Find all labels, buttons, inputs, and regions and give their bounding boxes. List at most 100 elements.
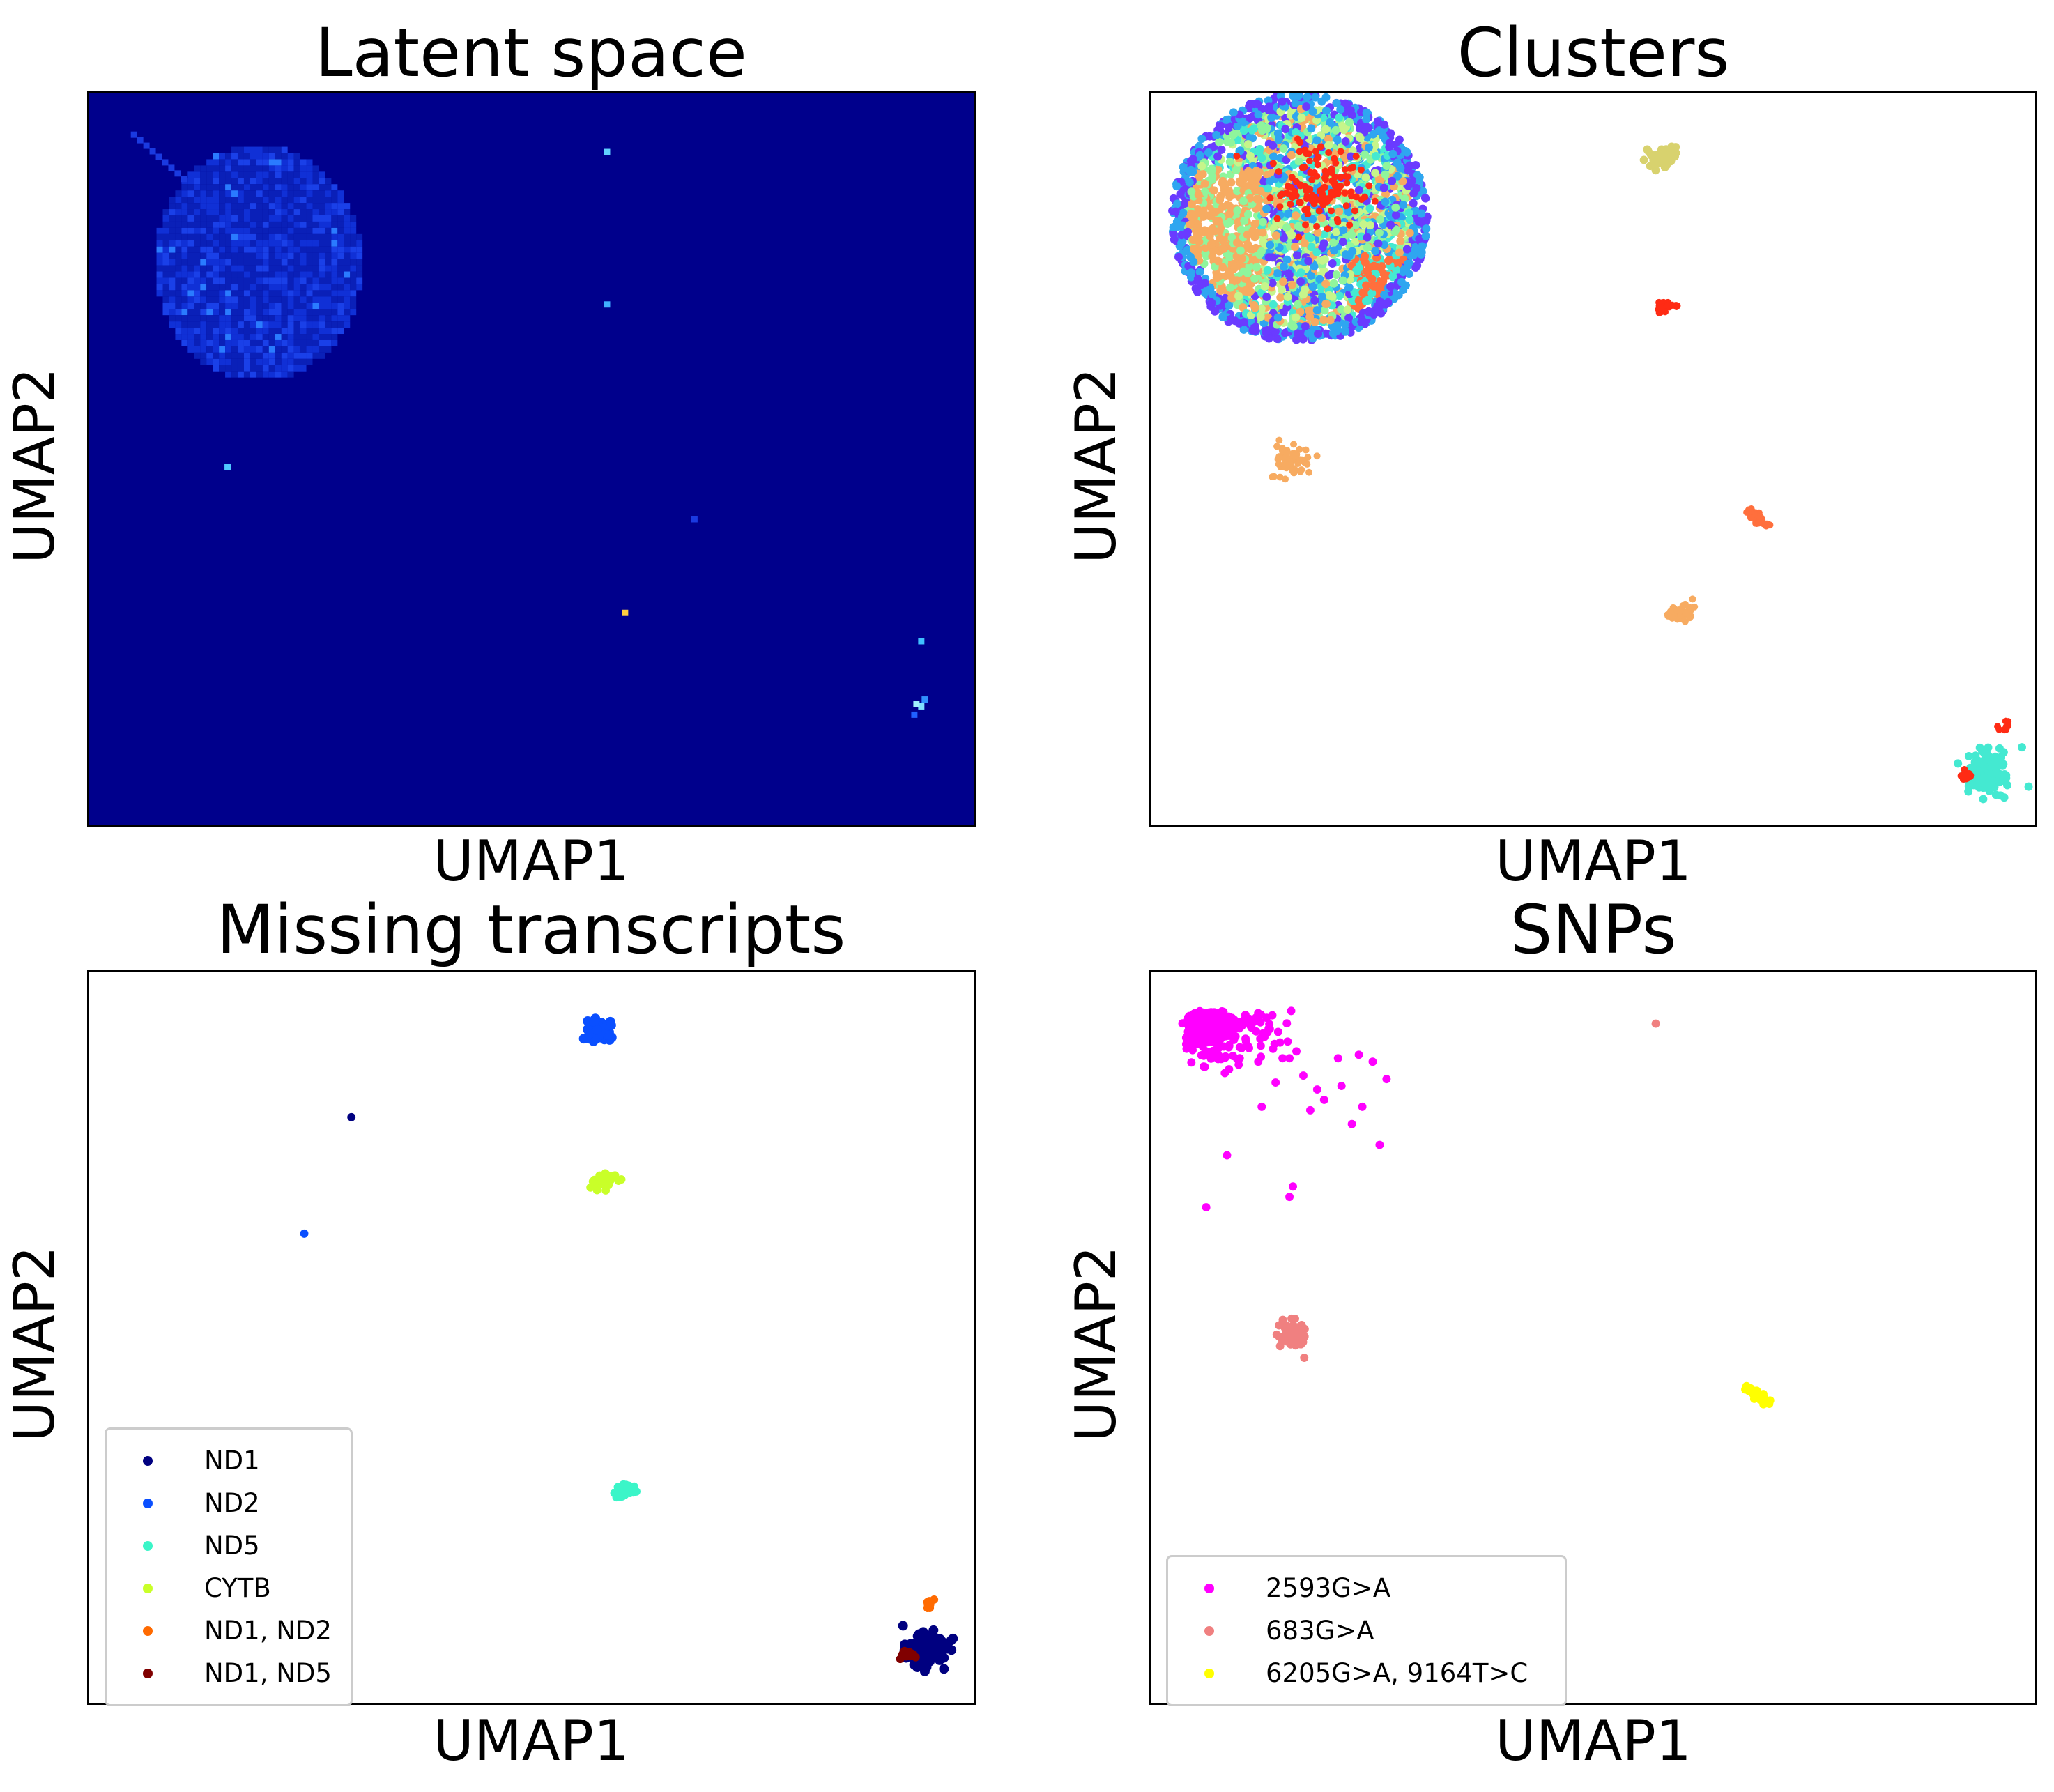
heatmap-cell [225, 328, 232, 335]
cluster-point [1972, 772, 1981, 781]
heatmap-cell [325, 271, 332, 278]
heatmap-cell [250, 309, 256, 316]
heatmap-cell [200, 284, 207, 291]
heatmap-cell [256, 215, 263, 222]
heatmap-cell [306, 252, 313, 259]
heatmap-cell [287, 159, 294, 166]
heatmap-cell [243, 184, 250, 191]
heatmap-cell [194, 184, 201, 191]
heatmap-cell [169, 290, 176, 297]
heatmap-cell [250, 315, 256, 322]
heatmap-cell [268, 171, 275, 178]
heatmap-cell [219, 315, 226, 322]
heatmap-cell [187, 197, 194, 204]
cluster-point [1222, 187, 1231, 197]
heatmap-cell [275, 371, 282, 378]
cluster-point [1310, 317, 1319, 326]
heatmap-cell [243, 358, 250, 365]
cluster-point [1275, 460, 1282, 468]
legend-marker-2593 [1204, 1583, 1214, 1593]
heatmap-cell [300, 252, 307, 259]
heatmap-cell [350, 233, 357, 240]
heatmap-cell [306, 178, 313, 185]
heatmap-cell [250, 290, 256, 297]
clusters-xlabel: UMAP1 [1495, 829, 1692, 894]
heatmap-cell [256, 352, 263, 359]
cluster-point [1977, 778, 1986, 787]
cluster-point [1298, 466, 1305, 473]
heatmap-hotspot [691, 516, 698, 523]
heatmap-cell [250, 303, 256, 309]
heatmap-cell [275, 146, 282, 153]
heatmap-cell [287, 203, 294, 210]
heatmap-cell [331, 271, 338, 278]
cluster-point [1305, 157, 1313, 164]
scatter-point-2593 [1200, 1051, 1209, 1060]
scatter-point-2593 [1283, 1037, 1292, 1046]
cluster-point [1979, 795, 1988, 804]
heatmap-cell [356, 265, 363, 272]
heatmap-cell [256, 221, 263, 228]
cluster-point [1365, 204, 1374, 213]
cluster-point [1320, 306, 1329, 315]
heatmap-cell [156, 277, 163, 284]
cluster-point [1405, 215, 1414, 224]
cluster-point [1323, 329, 1331, 338]
heatmap-cell [181, 233, 188, 240]
heatmap-cell [194, 290, 201, 297]
clusters-scatter [1168, 93, 2033, 804]
cluster-point [2003, 781, 2011, 790]
cluster-point [1290, 441, 1298, 448]
scatter-point-nd1 [948, 1633, 958, 1644]
cluster-point [1317, 97, 1326, 106]
heatmap-cell [162, 284, 169, 291]
heatmap-cell [300, 334, 307, 340]
heatmap-cell [231, 184, 238, 191]
heatmap-cell [275, 227, 282, 234]
heatmap-cell [231, 159, 238, 166]
heatmap-cell [213, 178, 220, 185]
cluster-point [1301, 163, 1308, 171]
heatmap-cell [225, 277, 232, 284]
heatmap-cell [187, 309, 194, 316]
cluster-point [1377, 300, 1386, 309]
heatmap-cell [200, 315, 207, 322]
cluster-point [1208, 289, 1217, 298]
heatmap-cell [268, 303, 275, 309]
heatmap-cell [319, 203, 325, 210]
cluster-point [1232, 276, 1241, 285]
cluster-point [1350, 288, 1359, 297]
heatmap-cell [200, 321, 207, 328]
heatmap-cell [275, 296, 282, 303]
heatmap-cell [181, 284, 188, 291]
heatmap-cell [175, 227, 182, 234]
heatmap-cell [312, 284, 319, 291]
scatter-point-cytb [606, 1176, 615, 1185]
cluster-point [1319, 230, 1328, 239]
heatmap-cell [256, 209, 263, 215]
heatmap-cell [213, 358, 220, 365]
heatmap-cell [300, 197, 307, 204]
heatmap-cell [281, 321, 288, 328]
scatter-point-2593 [1257, 1102, 1266, 1111]
heatmap-cell [162, 259, 169, 266]
cluster-point [1273, 129, 1282, 138]
cluster-point [1207, 175, 1216, 184]
heatmap-cell [149, 148, 156, 155]
heatmap-cell [206, 227, 213, 234]
heatmap-cell [200, 334, 207, 340]
cluster-point [1653, 153, 1662, 162]
heatmap-cell [250, 346, 256, 353]
cluster-point [1215, 137, 1224, 146]
heatmap-cell [194, 221, 201, 228]
heatmap-cell [243, 334, 250, 340]
heatmap-cell [306, 171, 313, 178]
cluster-point [1268, 253, 1277, 262]
heatmap-cell [350, 246, 357, 253]
heatmap-cell [181, 334, 188, 340]
heatmap-cell [350, 259, 357, 266]
heatmap-cell [262, 371, 269, 378]
cluster-point [1218, 313, 1227, 322]
cluster-point [1266, 194, 1274, 202]
scatter-point-2593 [1260, 1032, 1269, 1041]
